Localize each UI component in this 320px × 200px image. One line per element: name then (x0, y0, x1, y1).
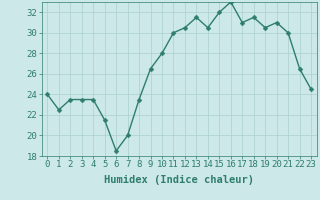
X-axis label: Humidex (Indice chaleur): Humidex (Indice chaleur) (104, 175, 254, 185)
